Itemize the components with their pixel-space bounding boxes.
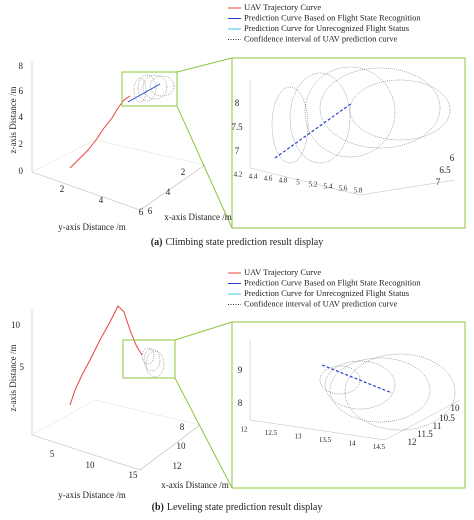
z-tick-label: 6 [19,86,24,96]
inset-y-tick: 11.5 [417,429,433,439]
z-axis-label: z-axis Distance /m [8,87,18,154]
inset-y-tick: 10 [451,403,461,413]
inset-x-tick: 12.5 [265,429,278,437]
y-tick-label: 6 [139,207,144,217]
y-axis-label: y-axis Distance /m [58,490,125,500]
x-tick-label: 8 [180,422,185,432]
y-tick-label: 4 [99,195,104,205]
panel-a-plot [31,57,466,229]
y-tick-label: 2 [60,184,65,194]
inset-z-tick: 8 [235,98,240,108]
caption-text: Leveling state prediction result display [167,502,323,513]
z-tick-label: 5 [20,362,25,372]
y-tick-label: 15 [129,470,139,480]
x-tick-label: 12 [173,461,182,471]
caption-text: Climbing state prediction result display [165,237,323,248]
x-tick-label: 6 [148,206,153,216]
legend-label: Confidence interval of UAV prediction cu… [244,33,398,43]
inset-x-tick: 4.4 [249,173,258,181]
inset-x-tick: 13 [295,433,303,441]
inset-z-tick: 7.5 [231,122,243,132]
x-tick-label: 10 [177,441,187,451]
inset-y-tick: 6.5 [439,165,451,175]
z-tick-label: 10 [11,320,21,330]
x-axis-label: x-axis Distance /m [161,480,228,490]
inset-x-tick: 5.2 [309,181,318,189]
x-axis-label: x-axis Distance /m [164,212,231,222]
inset-z-tick: 7 [235,146,240,156]
inset-x-tick: 13.5 [319,436,332,444]
inset-y-tick: 10.5 [439,413,455,423]
inset-x-tick: 4.2 [234,171,243,179]
z-tick-label: 2 [19,139,24,149]
inset-x-tick: 14.5 [373,443,386,451]
legend-label: UAV Trajectory Curve [244,2,321,12]
inset-y-tick: 11 [433,421,442,431]
caption-label: (a) [151,237,163,248]
legend-label: Prediction Curve for Unrecognized Flight… [244,23,409,33]
inset-x-tick: 14 [349,440,357,448]
legend-label: Confidence interval of UAV prediction cu… [244,298,398,308]
legend-label: Prediction Curve for Unrecognized Flight… [244,288,409,298]
y-tick-label: 5 [50,449,55,459]
x-tick-label: 2 [181,167,186,177]
z-tick-label: 0 [19,166,24,176]
caption: (a) Climbing state prediction result disp… [151,237,323,248]
y-axis-label: y-axis Distance /m [58,222,125,232]
legend-label: Prediction Curve Based on Flight State R… [244,12,421,22]
inset-x-tick: 4.6 [264,175,273,183]
z-tick-label: 8 [19,61,24,71]
y-tick-label: 10 [86,460,96,470]
inset-z-tick: 9 [238,365,243,375]
caption-label: (b) [152,502,164,513]
inset-z-tick: 8 [238,398,243,408]
z-axis-label: z-axis Distance /m [8,345,18,412]
panel-b-plot [31,305,466,489]
inset-x-tick: 5 [296,179,300,187]
inset-x-tick: 4.8 [279,177,288,185]
inset-x-tick: 5.4 [324,183,333,191]
legend-label: UAV Trajectory Curve [244,267,321,277]
x-tick-label: 4 [166,187,171,197]
inset-y-tick: 7 [436,177,441,187]
legend-label: Prediction Curve Based on Flight State R… [244,277,421,287]
caption: (b) Leveling state prediction result disp… [152,502,323,513]
inset-x-tick: 12 [241,426,249,434]
z-tick-label: 4 [19,112,24,122]
inset-y-tick: 12 [408,437,417,447]
inset-x-tick: 5.6 [339,185,348,193]
inset-x-tick: 5.8 [354,187,363,195]
inset-y-tick: 6 [450,153,455,163]
